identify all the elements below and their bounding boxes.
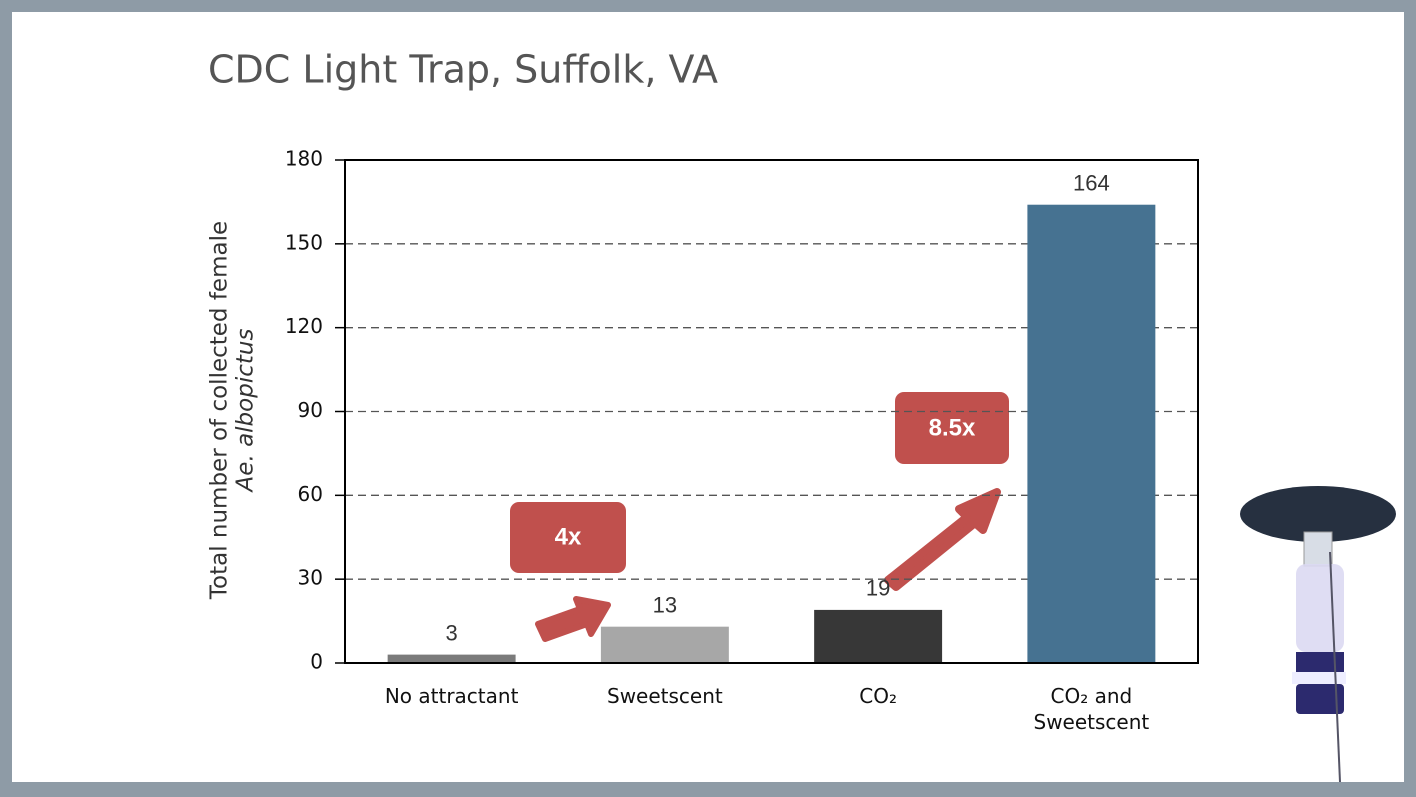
- page: CDC Light Trap, Suffolk, VA Total number…: [0, 0, 1416, 797]
- y-axis-label-line: Total number of collected female: [207, 221, 233, 600]
- y-tick-label: 120: [285, 314, 323, 338]
- bar: [388, 655, 516, 663]
- y-tick-label: 30: [298, 566, 323, 590]
- arrow: [888, 492, 997, 587]
- bar: [601, 627, 729, 663]
- x-tick-label: CO₂ and Sweetscent: [1021, 683, 1161, 735]
- y-tick-label: 90: [298, 398, 323, 422]
- chart: CDC Light Trap, Suffolk, VA Total number…: [12, 12, 1404, 782]
- y-tick-label: 0: [310, 650, 323, 674]
- x-tick-label: Sweetscent: [595, 683, 735, 709]
- y-tick-label: 60: [298, 482, 323, 506]
- trap-illustration: [1240, 486, 1396, 782]
- bar: [1027, 205, 1155, 663]
- y-tick-label: 180: [285, 147, 323, 171]
- x-tick-label: CO₂: [808, 683, 948, 709]
- slide: CDC Light Trap, Suffolk, VA Total number…: [12, 12, 1404, 782]
- annotation: 8.5x: [929, 414, 976, 441]
- value-label: 19: [866, 576, 890, 601]
- y-axis-label: Total number of collected female Ae. alb…: [207, 221, 259, 600]
- bar: [814, 610, 942, 663]
- y-tick-label: 150: [285, 230, 323, 254]
- y-axis-label-line: Ae. albopictus: [233, 329, 259, 494]
- value-label: 13: [653, 592, 677, 617]
- value-label: 3: [446, 620, 458, 645]
- annotation: 4x: [555, 523, 582, 550]
- arrow: [538, 599, 608, 639]
- x-tick-label: No attractant: [382, 683, 522, 709]
- value-label: 164: [1073, 171, 1110, 196]
- chart-title: CDC Light Trap, Suffolk, VA: [208, 48, 718, 92]
